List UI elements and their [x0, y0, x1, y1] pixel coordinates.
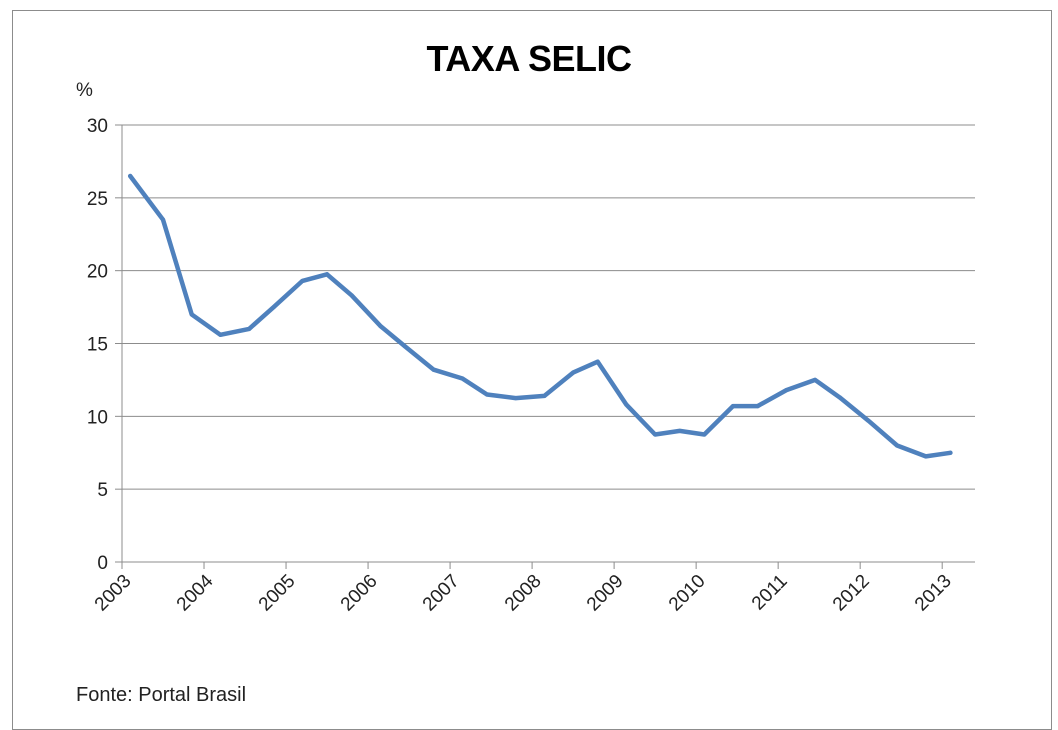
data-point	[514, 396, 518, 400]
data-point	[485, 392, 489, 396]
y-tick-label: 5	[97, 480, 108, 501]
data-point	[247, 327, 251, 331]
data-point	[300, 279, 304, 283]
y-tick-label: 10	[87, 407, 108, 428]
y-tick-label: 30	[87, 116, 108, 137]
data-point	[460, 376, 464, 380]
data-point	[272, 305, 276, 309]
data-point	[756, 404, 760, 408]
data-point	[218, 333, 222, 337]
x-tick-label: 2008	[501, 571, 546, 616]
data-point	[924, 454, 928, 458]
data-point	[838, 395, 842, 399]
data-point	[542, 394, 546, 398]
data-point	[895, 443, 899, 447]
data-point	[813, 378, 817, 382]
x-tick-label: 2012	[829, 571, 874, 616]
x-tick-label: 2004	[173, 570, 218, 615]
data-point	[325, 272, 329, 276]
y-tick-label: 0	[97, 553, 108, 574]
data-point	[403, 344, 407, 348]
x-tick-label: 2009	[583, 571, 628, 616]
x-tick-label: 2013	[911, 571, 956, 616]
data-point	[161, 218, 165, 222]
x-tick-label: 2010	[665, 571, 710, 616]
data-point	[190, 312, 194, 316]
data-point	[596, 360, 600, 364]
y-tick-label: 15	[87, 335, 108, 356]
y-tick-label: 25	[87, 189, 108, 210]
data-point	[678, 429, 682, 433]
x-tick-label: 2003	[91, 571, 136, 616]
y-tick-label: 20	[87, 262, 108, 283]
data-point	[624, 403, 628, 407]
x-tick-label: 2006	[337, 571, 382, 616]
data-point	[784, 388, 788, 392]
data-point	[702, 433, 706, 437]
data-point	[653, 433, 657, 437]
data-point	[571, 371, 575, 375]
x-tick-label: 2011	[748, 571, 792, 615]
x-tick-label: 2005	[255, 571, 300, 616]
data-point	[432, 368, 436, 372]
data-point	[731, 404, 735, 408]
source-note: Fonte: Portal Brasil	[76, 684, 246, 707]
data-point	[866, 419, 870, 423]
data-point	[128, 174, 132, 178]
data-point	[350, 293, 354, 297]
data-point	[948, 451, 952, 455]
series-line-0	[130, 176, 950, 456]
data-point	[378, 324, 382, 328]
x-tick-label: 2007	[419, 571, 464, 616]
